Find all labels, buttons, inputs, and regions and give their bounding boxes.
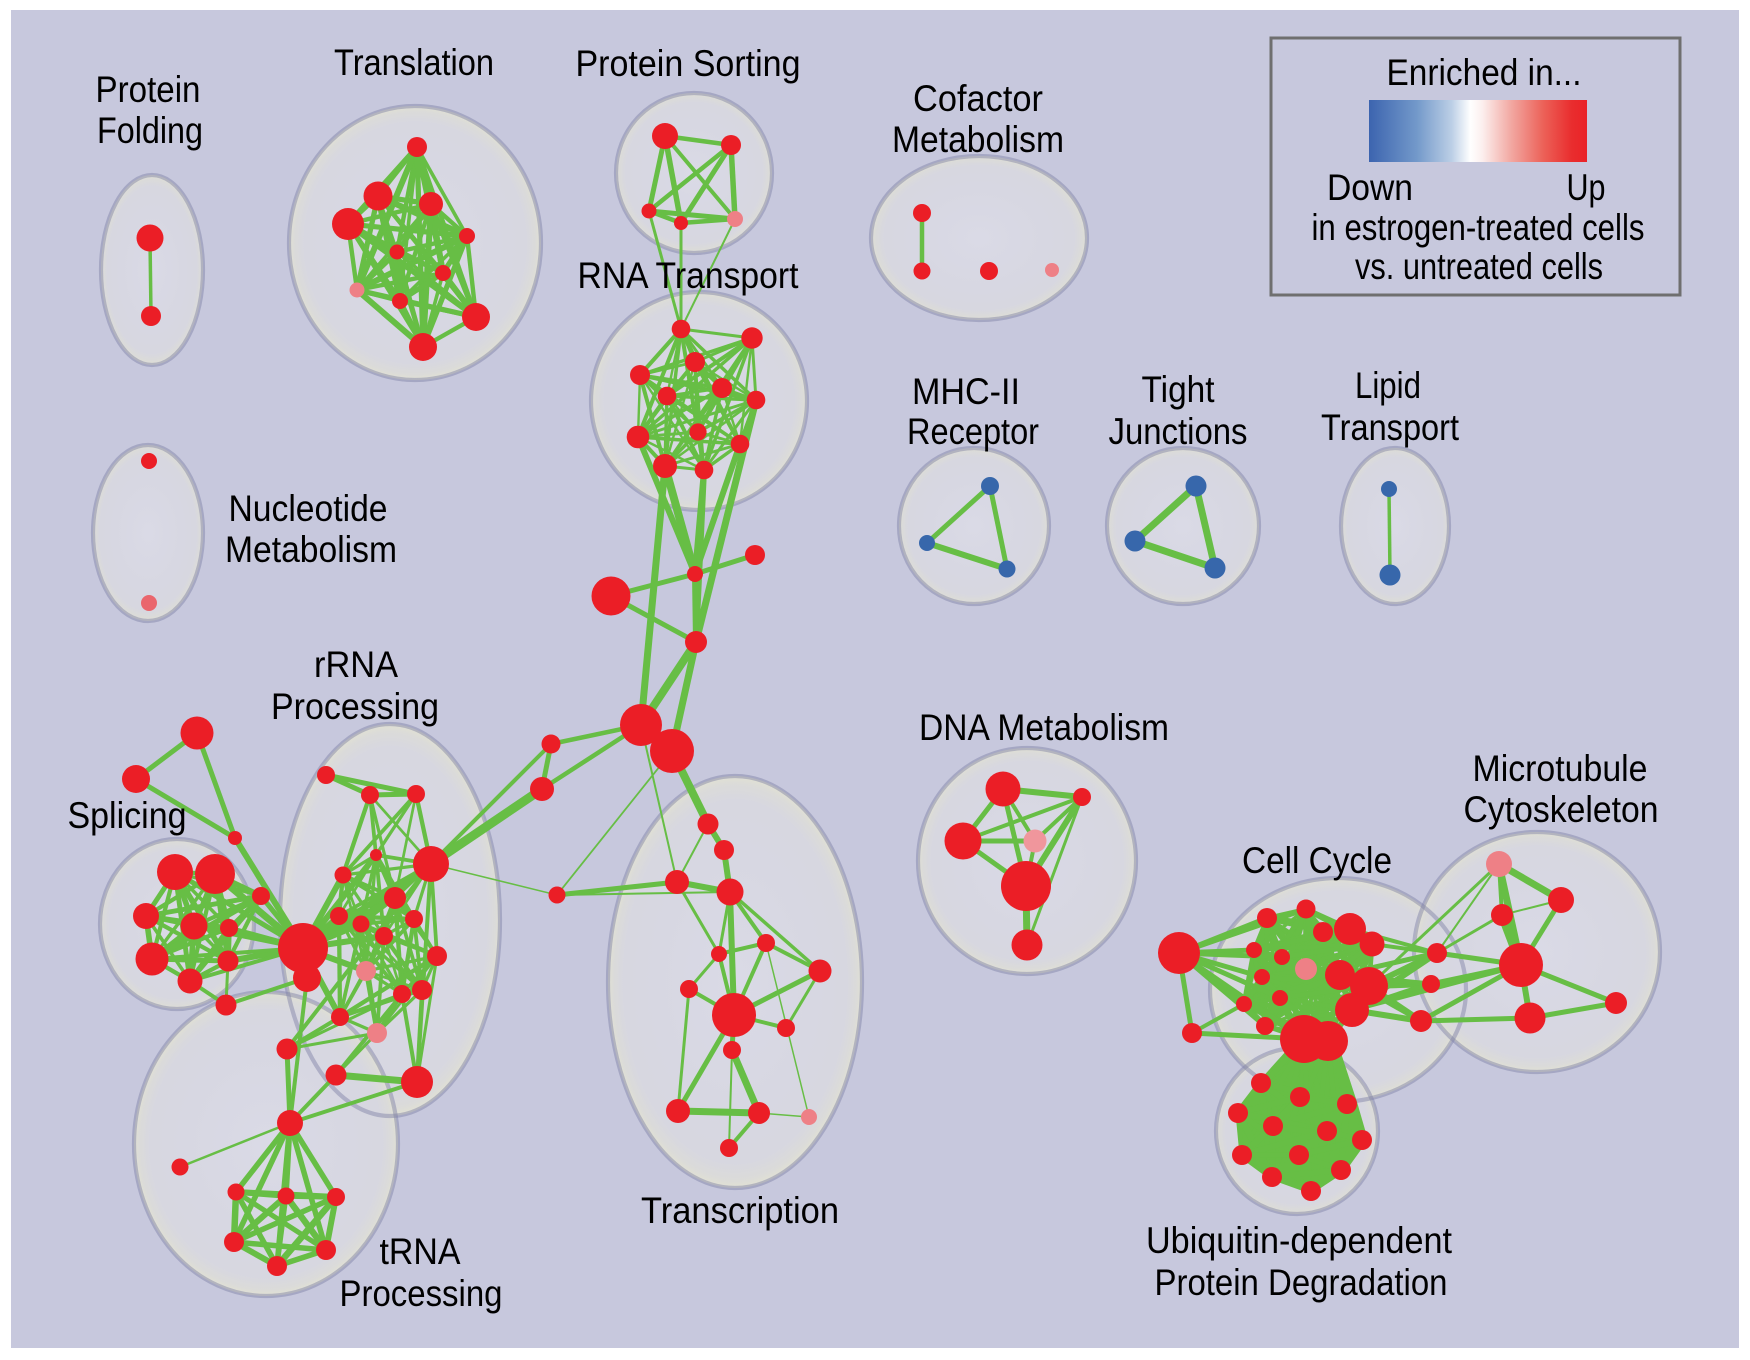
svg-text:Folding: Folding — [97, 109, 203, 151]
svg-text:Transcription: Transcription — [641, 1189, 839, 1231]
svg-text:DNA Metabolism: DNA Metabolism — [919, 706, 1169, 748]
svg-text:MHC-II: MHC-II — [912, 370, 1020, 412]
svg-text:vs. untreated cells: vs. untreated cells — [1355, 245, 1603, 287]
svg-text:in estrogen-treated cells: in estrogen-treated cells — [1312, 206, 1645, 248]
svg-text:Enriched in...: Enriched in... — [1387, 51, 1582, 93]
svg-text:Processing: Processing — [271, 685, 439, 727]
svg-text:Cytoskeleton: Cytoskeleton — [1464, 788, 1659, 830]
svg-text:Processing: Processing — [340, 1272, 503, 1314]
svg-text:Down: Down — [1327, 166, 1413, 208]
svg-text:Lipid: Lipid — [1355, 364, 1421, 406]
svg-text:Up: Up — [1567, 166, 1606, 208]
svg-text:Translation: Translation — [334, 41, 494, 83]
svg-text:Tight: Tight — [1142, 368, 1216, 410]
svg-text:RNA Transport: RNA Transport — [578, 254, 800, 296]
svg-text:Microtubule: Microtubule — [1473, 747, 1648, 789]
svg-text:Cell Cycle: Cell Cycle — [1242, 839, 1392, 881]
svg-text:Ubiquitin-dependent: Ubiquitin-dependent — [1146, 1219, 1453, 1261]
svg-text:Receptor: Receptor — [907, 410, 1039, 452]
svg-text:rRNA: rRNA — [314, 643, 398, 685]
svg-text:Junctions: Junctions — [1109, 410, 1248, 452]
svg-text:Transport: Transport — [1321, 406, 1459, 448]
svg-text:Splicing: Splicing — [68, 794, 187, 836]
svg-text:Nucleotide: Nucleotide — [229, 487, 388, 529]
svg-text:Protein: Protein — [96, 68, 201, 110]
svg-text:Cofactor: Cofactor — [913, 77, 1043, 119]
svg-text:Metabolism: Metabolism — [225, 528, 397, 570]
svg-text:tRNA: tRNA — [380, 1230, 461, 1272]
svg-text:Metabolism: Metabolism — [892, 118, 1064, 160]
svg-text:Protein Sorting: Protein Sorting — [576, 42, 801, 84]
svg-text:Protein Degradation: Protein Degradation — [1155, 1261, 1448, 1303]
